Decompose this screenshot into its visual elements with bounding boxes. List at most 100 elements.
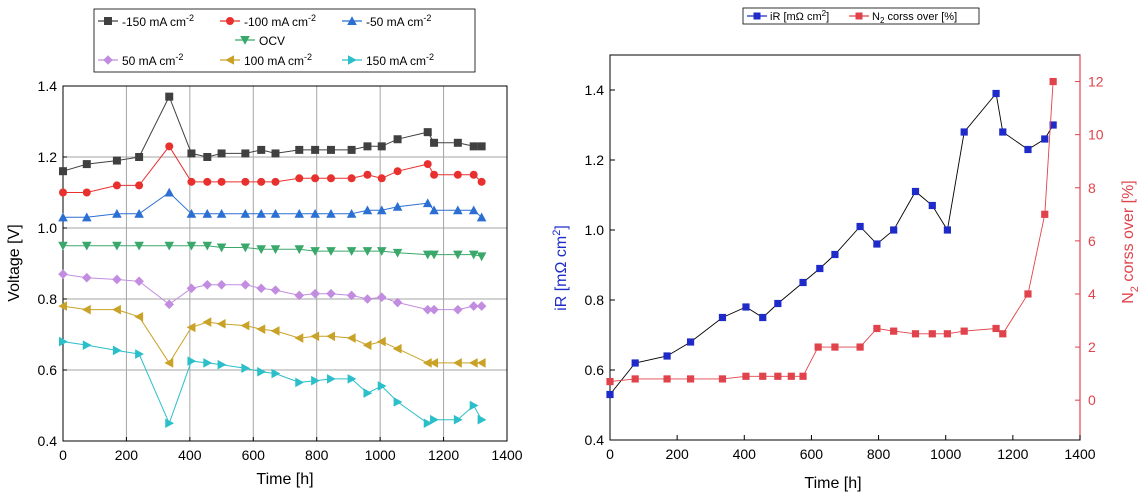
- data-point: [203, 177, 212, 186]
- data-point: [363, 142, 372, 151]
- legend-label: 150 mA cm-2: [366, 52, 434, 68]
- data-point: [422, 198, 433, 208]
- data-point: [392, 201, 403, 211]
- data-point: [363, 388, 373, 398]
- data-point: [326, 288, 336, 299]
- ir-left-tick-label: 1.0: [585, 222, 605, 238]
- data-point: [240, 320, 250, 331]
- data-point: [911, 330, 920, 338]
- data-point: [943, 226, 951, 234]
- voltage-x-tick-label: 400: [178, 447, 202, 463]
- data-point: [392, 248, 403, 258]
- data-point: [311, 145, 320, 154]
- data-point: [476, 301, 487, 311]
- data-point: [112, 181, 121, 190]
- legend-label: iR [mΩ cm2]: [770, 9, 829, 23]
- data-point: [164, 358, 174, 368]
- data-point: [217, 177, 226, 186]
- data-point: [346, 247, 357, 256]
- data-point: [469, 142, 478, 151]
- data-point: [346, 209, 357, 218]
- legend-label: -150 mA cm-2: [122, 13, 194, 29]
- voltage-x-tick-label: 1200: [428, 447, 459, 463]
- voltage-y-tick-label: 0.8: [38, 291, 58, 307]
- data-point: [663, 352, 671, 360]
- voltage-chart: 0 200 400 600 800 1000 1200 1400 0.4 0.6 0.8 1.0 1.…: [6, 8, 523, 488]
- data-point: [294, 209, 305, 218]
- ir-left-tick-label: 0.8: [585, 292, 605, 308]
- data-point: [270, 245, 281, 255]
- data-point: [831, 250, 839, 259]
- data-point: [81, 272, 92, 283]
- data-point: [377, 381, 387, 391]
- data-point: [241, 177, 250, 186]
- data-point: [256, 245, 267, 255]
- data-point: [362, 247, 373, 256]
- data-point: [759, 372, 767, 380]
- data-point: [134, 241, 144, 251]
- data-point: [164, 299, 175, 310]
- data-point: [453, 358, 462, 368]
- data-point: [718, 375, 727, 383]
- data-point: [326, 331, 335, 342]
- data-point: [476, 212, 487, 222]
- ir-right-tick-label: 8: [1088, 180, 1096, 196]
- ir-x-tick-label: 800: [867, 446, 891, 462]
- data-point: [202, 241, 213, 251]
- data-point: [1024, 290, 1032, 298]
- data-point: [257, 366, 267, 377]
- data-point: [135, 153, 144, 161]
- data-point: [310, 209, 320, 218]
- data-point: [326, 209, 336, 218]
- data-point: [890, 327, 898, 335]
- data-point: [256, 324, 266, 334]
- data-point: [203, 358, 213, 368]
- data-point: [928, 330, 936, 338]
- data-point: [271, 149, 280, 158]
- legend-marker: [226, 17, 234, 25]
- voltage-grid: [63, 86, 507, 441]
- data-point: [270, 285, 281, 295]
- data-point: [468, 205, 479, 215]
- data-point: [960, 128, 968, 136]
- legend-entry: -100 mA cm-2: [220, 13, 316, 29]
- data-point: [295, 174, 304, 183]
- legend-marker: [347, 16, 357, 25]
- data-point: [202, 280, 213, 290]
- ir-right-tick-label: 6: [1088, 233, 1096, 249]
- data-point: [477, 142, 486, 151]
- data-point: [816, 264, 824, 273]
- series-line: [63, 191, 482, 218]
- data-point: [377, 142, 386, 151]
- data-point: [999, 330, 1007, 338]
- ir-left-tick-label: 1.2: [585, 152, 605, 168]
- data-point: [362, 340, 372, 350]
- voltage-y-tick-label: 1.2: [38, 149, 58, 165]
- data-point: [59, 336, 68, 347]
- data-point: [58, 301, 67, 311]
- data-point: [362, 294, 373, 304]
- data-point: [911, 187, 920, 196]
- data-point: [468, 301, 479, 311]
- data-point: [469, 170, 478, 179]
- data-point: [453, 170, 462, 179]
- legend-label: -100 mA cm-2: [244, 13, 316, 29]
- data-point: [294, 245, 305, 255]
- data-point: [943, 330, 951, 338]
- data-point: [376, 205, 387, 215]
- legend-marker: [753, 12, 761, 20]
- data-point: [256, 209, 267, 218]
- legend-entry: 50 mA cm-2: [98, 52, 183, 68]
- data-point: [476, 358, 486, 368]
- data-point: [241, 363, 251, 374]
- ir-right-y-ticks: 0 2 4 6 8 10 12: [1075, 74, 1104, 408]
- ir-left-tick-label: 1.4: [585, 82, 605, 98]
- data-point: [203, 153, 212, 161]
- data-point: [992, 89, 1000, 98]
- voltage-x-ticks: 0 200 400 600 800 1000 1200 1400: [59, 437, 523, 463]
- data-point: [742, 372, 750, 380]
- series-100-ma-cm-2: [58, 301, 486, 368]
- data-point: [294, 290, 305, 301]
- voltage-y-ticks: 0.4 0.6 0.8 1.0 1.2 1.4: [38, 78, 67, 449]
